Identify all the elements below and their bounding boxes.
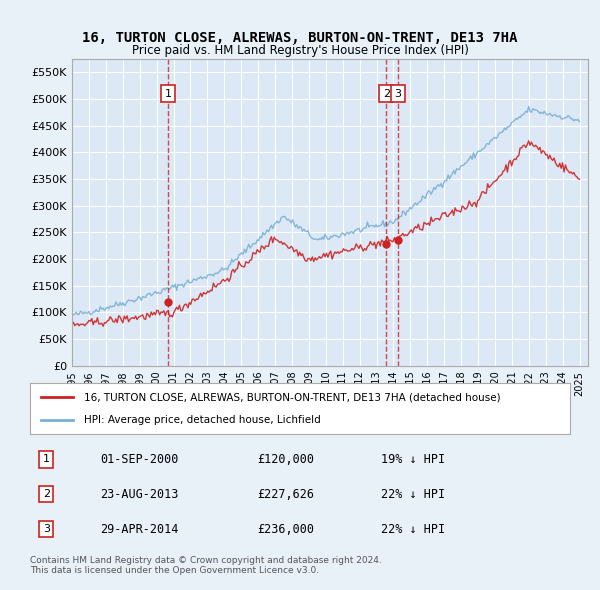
Text: 01-SEP-2000: 01-SEP-2000 — [100, 453, 179, 466]
Text: 16, TURTON CLOSE, ALREWAS, BURTON-ON-TRENT, DE13 7HA: 16, TURTON CLOSE, ALREWAS, BURTON-ON-TRE… — [82, 31, 518, 45]
Text: 2: 2 — [383, 88, 390, 99]
Text: £236,000: £236,000 — [257, 523, 314, 536]
Text: 3: 3 — [394, 88, 401, 99]
Text: 3: 3 — [43, 524, 50, 534]
Text: 1: 1 — [43, 454, 50, 464]
Text: 16, TURTON CLOSE, ALREWAS, BURTON-ON-TRENT, DE13 7HA (detached house): 16, TURTON CLOSE, ALREWAS, BURTON-ON-TRE… — [84, 392, 500, 402]
Text: 29-APR-2014: 29-APR-2014 — [100, 523, 179, 536]
Text: 1: 1 — [164, 88, 172, 99]
Text: 22% ↓ HPI: 22% ↓ HPI — [381, 523, 445, 536]
Text: Price paid vs. HM Land Registry's House Price Index (HPI): Price paid vs. HM Land Registry's House … — [131, 44, 469, 57]
Text: 22% ↓ HPI: 22% ↓ HPI — [381, 487, 445, 501]
Text: 2: 2 — [43, 489, 50, 499]
Text: Contains HM Land Registry data © Crown copyright and database right 2024.
This d: Contains HM Land Registry data © Crown c… — [30, 556, 382, 575]
Text: 19% ↓ HPI: 19% ↓ HPI — [381, 453, 445, 466]
Text: 23-AUG-2013: 23-AUG-2013 — [100, 487, 179, 501]
Text: £120,000: £120,000 — [257, 453, 314, 466]
Text: £227,626: £227,626 — [257, 487, 314, 501]
Text: HPI: Average price, detached house, Lichfield: HPI: Average price, detached house, Lich… — [84, 415, 321, 425]
